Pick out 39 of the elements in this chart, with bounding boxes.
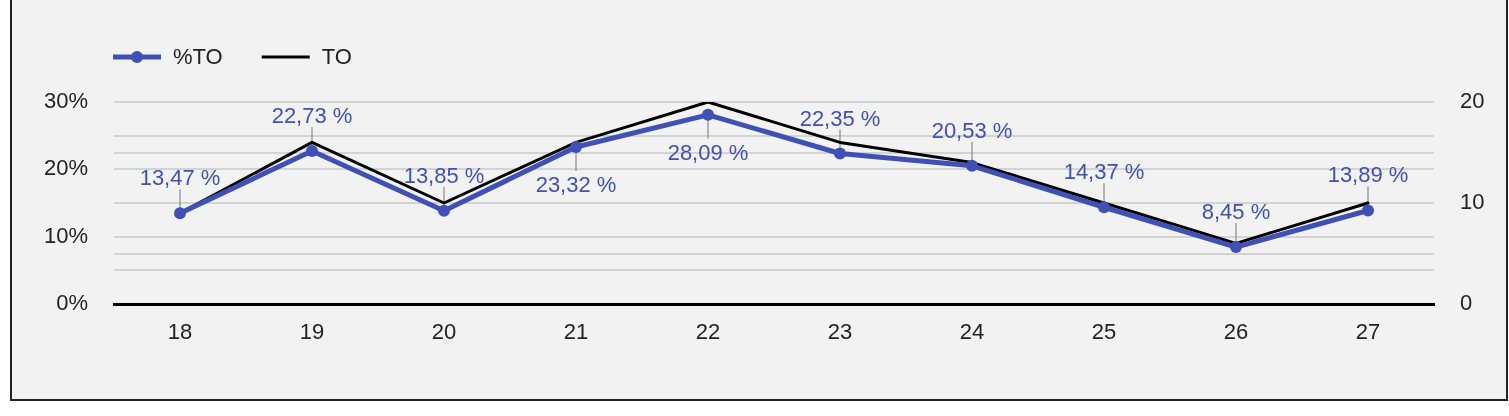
data-label: 22,73 % [271, 102, 353, 128]
x-tick-label: 21 [563, 319, 589, 345]
x-tick-label: 27 [1355, 319, 1381, 345]
y-tick-label: 20% [43, 155, 88, 181]
x-tick-label: 25 [1091, 319, 1117, 345]
data-label: 23,32 % [535, 171, 617, 197]
x-tick-label: 20 [431, 319, 457, 345]
data-label: 22,35 % [799, 105, 881, 131]
point [306, 144, 318, 157]
x-tick-label: 24 [959, 319, 985, 345]
point [1230, 241, 1242, 254]
y-tick-label: 10% [43, 222, 88, 248]
point [438, 204, 450, 217]
point [570, 140, 582, 153]
x-tick-label: 19 [299, 319, 325, 345]
data-label: 8,45 % [1201, 199, 1271, 225]
legend-label: %TO [173, 44, 223, 70]
point [1362, 204, 1374, 217]
x-tick-label: 26 [1223, 319, 1249, 345]
point [1098, 201, 1110, 214]
y-tick-label: 0% [56, 290, 88, 316]
point [174, 207, 186, 220]
y-tick-label: 30% [43, 88, 88, 114]
legend-label: TO [321, 44, 352, 70]
point [834, 147, 846, 160]
y2-tick-label: 20 [1460, 88, 1485, 114]
data-label: 14,37 % [1063, 159, 1145, 185]
x-tick-label: 23 [827, 319, 853, 345]
y2-tick-label: 0 [1460, 290, 1473, 316]
x-tick-label: 22 [695, 319, 721, 345]
x-tick-label: 18 [167, 319, 193, 345]
data-label: 20,53 % [931, 117, 1013, 143]
y2-tick-label: 10 [1460, 189, 1485, 215]
data-label: 13,85 % [403, 162, 485, 188]
point [702, 108, 714, 121]
point [966, 159, 978, 172]
data-label: 13,89 % [1327, 162, 1409, 188]
data-label: 28,09 % [667, 139, 749, 165]
data-label: 13,47 % [139, 165, 221, 191]
